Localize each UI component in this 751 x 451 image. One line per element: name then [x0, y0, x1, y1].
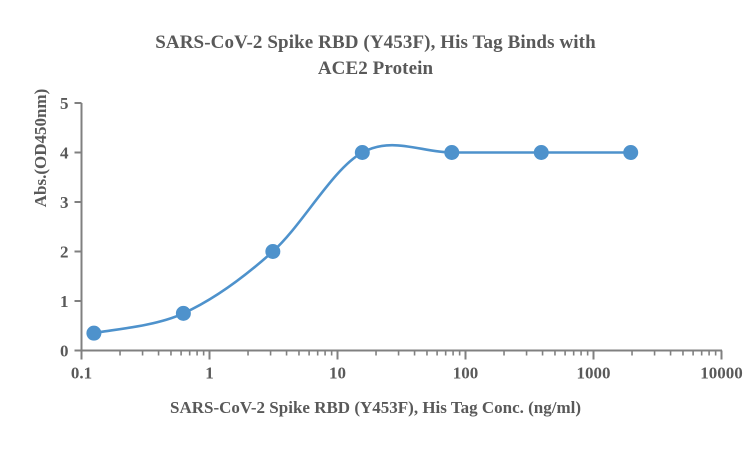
- x-tick-label-10: 10: [329, 364, 346, 383]
- data-point-2: [265, 244, 281, 259]
- chart-title: SARS-CoV-2 Spike RBD (Y453F), His Tag Bi…: [0, 30, 751, 82]
- x-tick-label-10000: 10000: [700, 364, 743, 383]
- data-point-5: [533, 145, 549, 160]
- y-tick-label-2: 2: [60, 243, 69, 262]
- x-tick-label-100: 100: [453, 364, 479, 383]
- data-point-0: [86, 325, 102, 341]
- y-tick-label-5: 5: [60, 94, 69, 113]
- chart-title-line-2: ACE2 Protein: [317, 58, 434, 79]
- x-axis-minor-ticks: [119, 350, 717, 356]
- x-tick-label-0.1: 0.1: [71, 364, 92, 383]
- data-point-6: [623, 145, 639, 160]
- y-tick-label-4: 4: [60, 144, 69, 163]
- data-point-4: [444, 145, 460, 160]
- y-axis-tick-labels: 0 1 2 3 4 5: [60, 94, 69, 361]
- y-tick-label-0: 0: [60, 342, 69, 361]
- x-axis-tick-marks: [80, 350, 723, 360]
- y-tick-label-1: 1: [60, 292, 69, 311]
- chart-title-line-1: SARS-CoV-2 Spike RBD (Y453F), His Tag Bi…: [155, 32, 596, 53]
- series-line-path: [92, 143, 633, 335]
- series-data-points: [86, 145, 639, 341]
- x-axis-tick-labels: 0.1 1 10 100 1000 10000: [71, 364, 743, 383]
- x-tick-label-1000: 1000: [577, 364, 611, 383]
- data-point-3: [354, 145, 370, 160]
- data-point-1: [175, 305, 191, 321]
- y-tick-label-3: 3: [60, 193, 69, 212]
- y-axis-tick-marks: [74, 102, 82, 352]
- x-axis-title: SARS-CoV-2 Spike RBD (Y453F), His Tag Co…: [169, 398, 582, 417]
- x-tick-label-1: 1: [205, 364, 214, 383]
